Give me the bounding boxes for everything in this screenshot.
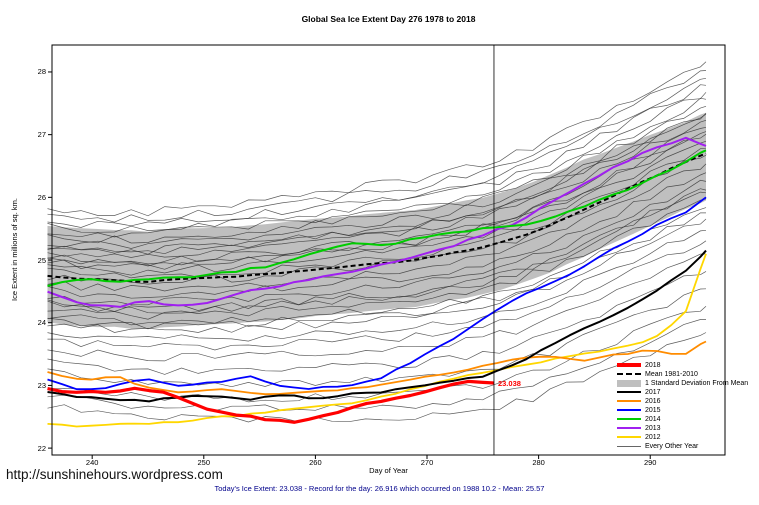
background-year-line — [47, 154, 707, 285]
chart-title: Global Sea Ice Extent Day 276 1978 to 20… — [301, 14, 476, 24]
legend-item: 2017 — [617, 389, 748, 396]
background-year-line — [47, 61, 707, 217]
y-tick-label: 26 — [37, 192, 46, 202]
legend-label: 2012 — [645, 433, 661, 441]
legend-swatch-line — [617, 409, 641, 412]
background-year-line — [47, 163, 707, 292]
legend-swatch-line — [617, 427, 641, 430]
background-year-line — [47, 77, 707, 228]
background-year-line — [47, 140, 707, 276]
background-year-line — [47, 319, 707, 412]
y-tick-label: 27 — [37, 130, 46, 140]
series-2012 — [47, 253, 707, 428]
series-2018 — [47, 379, 495, 424]
legend-swatch-thick — [617, 363, 641, 368]
background-year-line — [47, 133, 707, 270]
x-tick-label: 260 — [309, 458, 322, 467]
legend-label: 2014 — [645, 415, 661, 423]
x-tick-label: 240 — [85, 458, 99, 467]
background-year-line — [47, 147, 707, 279]
background-year-line — [47, 179, 707, 306]
background-year-line — [47, 253, 707, 362]
background-year-line — [47, 105, 707, 249]
background-year-line — [47, 332, 707, 423]
legend-item: Mean 1981-2010 — [617, 371, 748, 378]
legend-label: Every Other Year — [645, 442, 699, 450]
legend-swatch-line — [617, 418, 641, 421]
background-year-line — [47, 212, 707, 330]
background-year-line — [47, 119, 707, 258]
legend-swatch-line — [617, 400, 641, 403]
background-year-line — [47, 188, 707, 312]
series-2013 — [47, 136, 707, 308]
legend-label: 1 Standard Deviation From Mean — [645, 379, 749, 387]
legend-label: 2015 — [645, 406, 661, 414]
legend-swatch-dashed — [617, 373, 641, 376]
background-year-line — [47, 198, 707, 320]
legend-item: Every Other Year — [617, 443, 748, 450]
annotation-value: 23.038 — [497, 379, 521, 389]
std-dev-band — [47, 112, 706, 329]
legend-swatch-line — [617, 391, 641, 394]
legend-item: 2013 — [617, 425, 748, 432]
background-year-line — [47, 207, 707, 326]
legend-label: 2016 — [645, 397, 661, 405]
background-year-line — [47, 172, 707, 299]
y-tick-label: 25 — [37, 255, 46, 265]
series-2017 — [47, 249, 707, 403]
background-year-line — [47, 218, 707, 333]
series-2016 — [47, 340, 707, 396]
background-year-line — [47, 113, 707, 255]
y-tick-label: 22 — [37, 443, 46, 453]
legend-item: 2015 — [617, 407, 748, 414]
legend-item: 1 Standard Deviation From Mean — [617, 379, 749, 387]
legend-label: Mean 1981-2010 — [645, 370, 698, 378]
series-2014 — [47, 149, 707, 287]
x-axis-label: Day of Year — [369, 466, 408, 475]
legend-label: 2017 — [645, 388, 661, 396]
y-tick-label: 28 — [37, 67, 46, 77]
x-tick-label: 290 — [643, 458, 657, 467]
footer-stats: Today's Ice Extent: 23.038 - Record for … — [214, 484, 545, 493]
legend-item: 2012 — [617, 434, 748, 441]
background-year-line — [47, 84, 707, 233]
legend-swatch-line — [617, 436, 641, 439]
legend-label: 2018 — [645, 361, 661, 369]
background-year-line — [47, 240, 707, 351]
legend-item: 2016 — [617, 398, 748, 405]
x-tick-label: 250 — [197, 458, 211, 467]
legend-item: 2014 — [617, 416, 748, 423]
x-tick-label: 280 — [532, 458, 545, 467]
background-year-line — [47, 92, 707, 238]
x-tick-label: 270 — [420, 458, 434, 467]
series-2015 — [47, 196, 707, 391]
y-axis-label: Ice Extent in millions of sq. km. — [10, 198, 19, 302]
background-year-line — [47, 113, 707, 255]
plot-border — [51, 44, 726, 456]
background-year-line — [47, 271, 707, 375]
legend-swatch-thin — [617, 445, 641, 447]
site-url[interactable]: http://sunshinehours.wordpress.com — [6, 467, 223, 482]
legend-item: 2018 — [617, 362, 748, 369]
legend: 2018 Mean 1981-2010 1 Standard Deviation F… — [617, 362, 748, 450]
background-year-line — [47, 229, 707, 342]
y-tick-label: 23 — [37, 380, 46, 390]
y-tick-label: 24 — [37, 318, 46, 328]
background-year-line — [47, 97, 707, 244]
legend-label: 2013 — [645, 424, 661, 432]
legend-swatch-band — [617, 379, 641, 387]
background-year-line — [47, 70, 707, 223]
background-year-line — [47, 191, 707, 314]
